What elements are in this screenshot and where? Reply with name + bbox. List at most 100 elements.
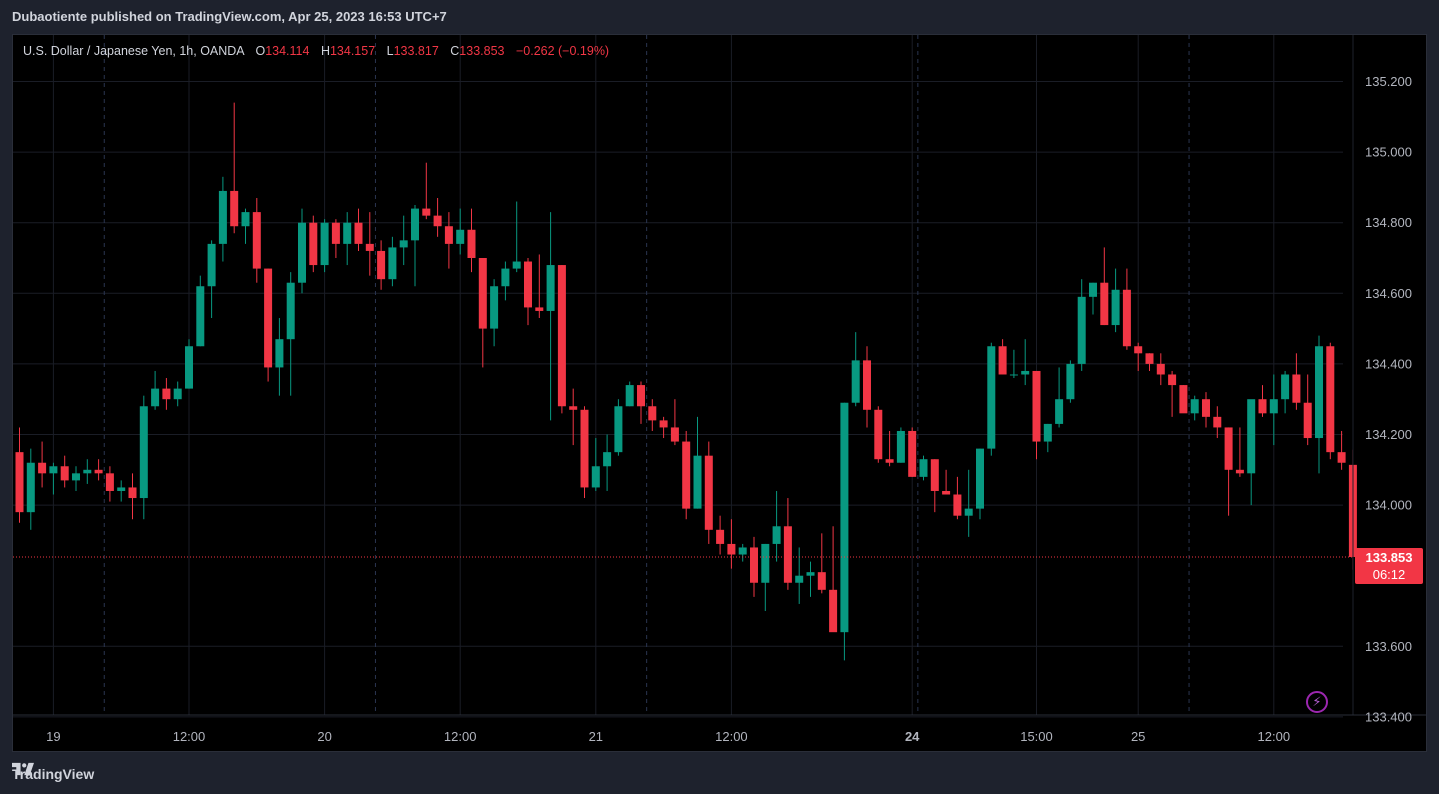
candle-body <box>783 526 792 583</box>
candle-body <box>218 190 227 244</box>
candle-body <box>817 572 826 590</box>
candle-body <box>1021 370 1030 375</box>
x-tick-label: 12:00 <box>1258 729 1291 744</box>
candle-body <box>840 402 849 633</box>
candle-body <box>693 455 702 509</box>
candle-body <box>422 208 431 216</box>
candle-body <box>377 250 386 280</box>
candle-body <box>704 455 713 530</box>
candle-body <box>275 339 284 368</box>
candle-body <box>1224 427 1233 470</box>
candle-body <box>716 529 725 544</box>
candle-body <box>72 473 80 481</box>
candle-body <box>772 526 781 544</box>
candle-body <box>298 222 306 283</box>
candle-body <box>343 222 352 244</box>
candle-body <box>162 388 171 400</box>
candle-body <box>750 547 758 583</box>
candle-body <box>670 427 679 442</box>
candle-body <box>411 208 419 241</box>
candle-body <box>1009 374 1018 376</box>
candle-body <box>1281 374 1290 400</box>
legend-close-label: C <box>450 44 460 58</box>
candle-body <box>896 430 905 463</box>
legend-open: 134.114 <box>265 44 310 58</box>
candle-body <box>354 222 363 244</box>
y-tick-label: 134.400 <box>1365 356 1412 371</box>
footer-brand[interactable]: TradingView <box>12 762 94 786</box>
candle-body <box>603 452 612 467</box>
x-tick-label: 15:00 <box>1020 729 1053 744</box>
x-tick-label: 19 <box>46 729 60 744</box>
candle-body <box>117 487 126 491</box>
candle-body <box>1055 399 1064 424</box>
last-price-tag <box>1355 548 1423 584</box>
candle-body <box>795 575 804 583</box>
candle-body <box>1077 296 1086 364</box>
candle-body <box>252 212 261 269</box>
candle-body <box>919 459 928 477</box>
candle-body <box>264 268 273 368</box>
lightning-icon[interactable]: ⚡ <box>1306 691 1328 713</box>
x-tick-label: 12:00 <box>173 729 206 744</box>
x-tick-label: 21 <box>589 729 603 744</box>
legend-open-label: O <box>255 44 266 58</box>
candle-body <box>399 240 408 248</box>
candle-body <box>863 360 871 410</box>
x-tick-label: 12:00 <box>715 729 748 744</box>
candle-body <box>173 388 182 400</box>
legend-close: 133.853 <box>459 44 505 58</box>
candle-body <box>388 247 397 280</box>
candle-body <box>942 490 951 495</box>
legend-symbol: U.S. Dollar / Japanese Yen, 1h, OANDA <box>23 44 244 58</box>
candle-body <box>444 226 453 244</box>
candle-body <box>1292 374 1301 403</box>
candle-body <box>1032 370 1041 442</box>
x-tick-label: 12:00 <box>444 729 477 744</box>
candle-body <box>478 258 487 329</box>
candle-body <box>535 307 544 311</box>
candle-body <box>569 406 578 410</box>
candle-body <box>1190 399 1199 414</box>
y-tick-label: 134.000 <box>1365 498 1412 513</box>
candle-body <box>908 430 917 477</box>
candle-body <box>987 346 996 449</box>
candle-body <box>1303 402 1312 439</box>
candle-body <box>806 572 815 576</box>
chart-panel[interactable]: 133.400 133.600 134.000 134.200 134.400 134.6… <box>12 34 1427 752</box>
candle-body <box>976 448 984 509</box>
candle-body <box>591 466 600 488</box>
candle-body <box>1122 289 1131 347</box>
candle-body <box>1315 346 1323 439</box>
candle-body <box>1089 282 1097 297</box>
candle-body <box>490 286 499 329</box>
candle-body <box>286 282 295 340</box>
candle-body <box>26 462 35 513</box>
y-tick-label: 134.800 <box>1365 215 1412 230</box>
candlestick-chart[interactable]: 133.400 133.600 134.000 134.200 134.400 134.6… <box>13 35 1426 751</box>
candle-body <box>727 543 736 555</box>
candle-body <box>60 466 69 481</box>
candle-body <box>829 589 838 633</box>
candle-body <box>524 261 532 308</box>
y-tick-label: 134.600 <box>1365 286 1412 301</box>
legend-low: 133.817 <box>393 44 439 58</box>
candle-body <box>15 452 24 513</box>
candle-body <box>38 462 47 474</box>
candle-body <box>1156 363 1165 375</box>
y-tick-label: 133.600 <box>1365 639 1412 654</box>
legend-high: 134.157 <box>329 44 376 58</box>
candle-body <box>320 222 329 266</box>
candle-body <box>128 487 137 499</box>
candle-body <box>433 215 442 227</box>
candle-body <box>1269 399 1278 414</box>
candle-body <box>1258 399 1267 414</box>
candle-body <box>207 243 216 287</box>
candle-body <box>546 265 555 311</box>
chart-legend: U.S. Dollar / Japanese Yen, 1h, OANDA O1… <box>23 44 609 58</box>
x-tick-label: 20 <box>317 729 331 744</box>
y-tick-label: 135.200 <box>1365 74 1412 89</box>
candle-body <box>1337 452 1346 463</box>
tradingview-logo-icon <box>12 762 34 776</box>
candle-body <box>885 459 894 463</box>
